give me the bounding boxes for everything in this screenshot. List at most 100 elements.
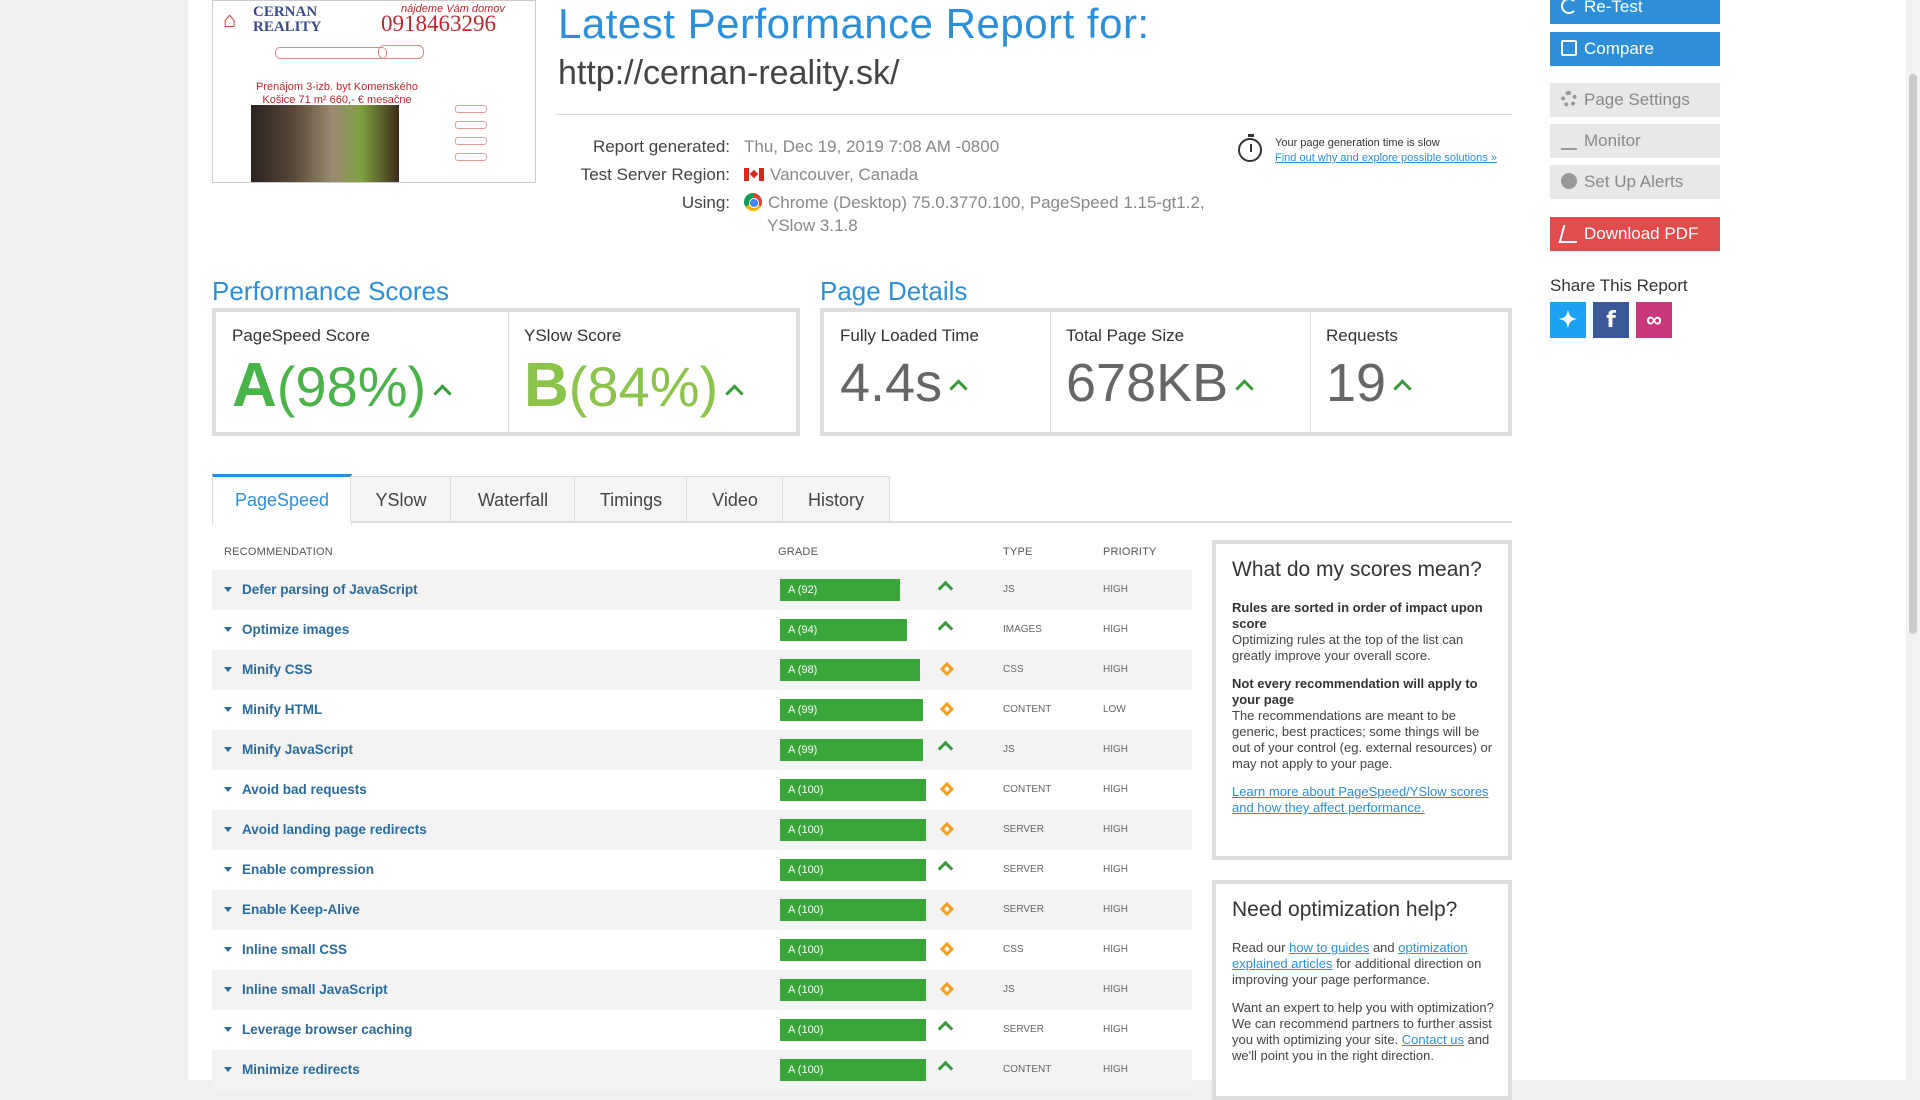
recommendation-name[interactable]: Avoid bad requests xyxy=(242,782,367,797)
expand-caret-icon[interactable] xyxy=(224,787,232,792)
help-text: Read our xyxy=(1232,940,1290,955)
how-to-guides-link[interactable]: how to guides xyxy=(1289,940,1370,955)
house-logo-icon: ⌂ xyxy=(223,7,237,32)
trend-unchanged-icon xyxy=(939,661,955,677)
download-pdf-button[interactable]: Download PDF xyxy=(1550,217,1720,251)
table-row[interactable]: Avoid bad requests A (100) CONTENT HIGH xyxy=(212,770,1192,810)
grade-bar: A (100) xyxy=(780,859,926,881)
recommendation-name[interactable]: Leverage browser caching xyxy=(242,1022,413,1037)
table-row[interactable]: Leverage browser caching A (100) SERVER HIG… xyxy=(212,1010,1192,1050)
recommendation-name[interactable]: Inline small JavaScript xyxy=(242,982,388,997)
tab-yslow[interactable]: YSlow xyxy=(350,476,452,521)
grade-bar: A (92) xyxy=(780,579,900,601)
trend-up-icon xyxy=(1235,379,1254,398)
expand-caret-icon[interactable] xyxy=(224,627,232,632)
recommendation-priority: HIGH xyxy=(1103,864,1128,875)
twitter-share-button[interactable]: ✦ xyxy=(1550,302,1586,338)
table-row[interactable]: Minify JavaScript A (99) JS HIGH xyxy=(212,730,1192,770)
recommendation-type: CONTENT xyxy=(1003,784,1052,795)
scrollbar[interactable] xyxy=(1906,0,1920,1080)
compare-button[interactable]: Compare xyxy=(1550,32,1720,66)
requests-value: 19 xyxy=(1326,353,1387,413)
scores-meaning-box: What do my scores mean? Rules are sorted… xyxy=(1212,540,1512,860)
table-row[interactable]: Defer parsing of JavaScript A (92) JS HIGH xyxy=(212,570,1192,610)
expand-caret-icon[interactable] xyxy=(224,587,232,592)
thumbnail-tagline: nájdeme Vám domov xyxy=(401,3,505,15)
expand-caret-icon[interactable] xyxy=(224,907,232,912)
help-text: for additional direction on improving yo… xyxy=(1232,956,1482,987)
page-size-value-wrap: 678KB xyxy=(1066,352,1254,414)
grade-bar: A (100) xyxy=(780,1059,926,1081)
recommendation-priority: HIGH xyxy=(1103,584,1128,595)
expand-caret-icon[interactable] xyxy=(224,827,232,832)
tab-waterfall[interactable]: Waterfall xyxy=(450,476,576,521)
recommendation-type: CONTENT xyxy=(1003,1064,1052,1075)
recommendation-priority: HIGH xyxy=(1103,1024,1128,1035)
grade-bar: A (100) xyxy=(780,779,926,801)
recommendation-priority: LOW xyxy=(1103,704,1126,715)
tab-video[interactable]: Video xyxy=(686,476,784,521)
expand-caret-icon[interactable] xyxy=(224,707,232,712)
recommendation-priority: HIGH xyxy=(1103,984,1128,995)
recommendation-name[interactable]: Avoid landing page redirects xyxy=(242,822,427,837)
expand-caret-icon[interactable] xyxy=(224,1067,232,1072)
recommendation-name[interactable]: Minify HTML xyxy=(242,702,323,717)
recommendation-name[interactable]: Defer parsing of JavaScript xyxy=(242,582,418,597)
recommendation-name[interactable]: Enable compression xyxy=(242,862,375,877)
using-value-line2: YSlow 3.1.8 xyxy=(767,216,858,235)
pdf-icon xyxy=(1558,225,1582,243)
tab-history[interactable]: History xyxy=(782,476,890,521)
set-up-alerts-button[interactable]: Set Up Alerts xyxy=(1550,165,1720,199)
recommendation-name[interactable]: Enable Keep-Alive xyxy=(242,902,360,917)
tab-timings[interactable]: Timings xyxy=(574,476,688,521)
scrollbar-thumb[interactable] xyxy=(1909,74,1917,634)
gear-icon xyxy=(1561,91,1577,107)
slow-explain-link[interactable]: Find out why and explore possible soluti… xyxy=(1275,152,1497,164)
pulse-icon xyxy=(1561,132,1577,150)
expand-caret-icon[interactable] xyxy=(224,947,232,952)
table-row[interactable]: Avoid landing page redirects A (100) SERVE… xyxy=(212,810,1192,850)
optimization-help-title: Need optimization help? xyxy=(1232,898,1458,921)
retest-button[interactable]: Re-Test xyxy=(1550,0,1720,24)
recommendation-priority: HIGH xyxy=(1103,624,1128,635)
grade-bar: A (100) xyxy=(780,899,926,921)
optimization-articles-link[interactable]: optimization explained articles xyxy=(1232,940,1468,971)
link-share-button[interactable]: ∞ xyxy=(1636,302,1672,338)
recommendation-priority: HIGH xyxy=(1103,744,1128,755)
table-row[interactable]: Minimize redirects A (100) CONTENT HIGH xyxy=(212,1050,1192,1090)
expand-caret-icon[interactable] xyxy=(224,987,232,992)
table-row[interactable]: Minify HTML A (99) CONTENT LOW xyxy=(212,690,1192,730)
col-type: TYPE xyxy=(1003,546,1033,558)
table-row[interactable]: Enable compression A (100) SERVER HIGH xyxy=(212,850,1192,890)
tab-pagespeed[interactable]: PageSpeed xyxy=(212,474,352,525)
thumbnail-button xyxy=(378,45,424,59)
recommendation-priority: HIGH xyxy=(1103,664,1128,675)
expand-caret-icon[interactable] xyxy=(224,667,232,672)
recommendation-name[interactable]: Minimize redirects xyxy=(242,1062,360,1077)
expand-caret-icon[interactable] xyxy=(224,867,232,872)
help-text: and xyxy=(1369,940,1399,955)
trend-unchanged-icon xyxy=(939,981,955,997)
table-row[interactable]: Minify CSS A (98) CSS HIGH xyxy=(212,650,1192,690)
learn-more-link[interactable]: Learn more about PageSpeed/YSlow scores … xyxy=(1232,784,1489,815)
recommendation-name[interactable]: Minify CSS xyxy=(242,662,313,677)
table-row[interactable]: Inline small JavaScript A (100) JS HIGH xyxy=(212,970,1192,1010)
pagespeed-score-cell: PageSpeed Score A(98%) xyxy=(216,312,509,432)
pagespeed-score-value: A(98%) xyxy=(232,350,452,421)
monitor-button[interactable]: Monitor xyxy=(1550,124,1720,158)
recommendation-name[interactable]: Optimize images xyxy=(242,622,350,637)
trend-up-icon xyxy=(937,620,954,637)
recommendation-name[interactable]: Inline small CSS xyxy=(242,942,348,957)
page-settings-button[interactable]: Page Settings xyxy=(1550,83,1720,117)
recommendation-name[interactable]: Minify JavaScript xyxy=(242,742,354,757)
table-row[interactable]: Inline small CSS A (100) CSS HIGH xyxy=(212,930,1192,970)
twitter-icon: ✦ xyxy=(1558,307,1578,332)
table-row[interactable]: Optimize images A (94) IMAGES HIGH xyxy=(212,610,1192,650)
contact-us-link[interactable]: Contact us xyxy=(1401,1032,1464,1047)
expand-caret-icon[interactable] xyxy=(224,1027,232,1032)
table-row[interactable]: Enable Keep-Alive A (100) SERVER HIGH xyxy=(212,890,1192,930)
share-title: Share This Report xyxy=(1550,276,1688,295)
expand-caret-icon[interactable] xyxy=(224,747,232,752)
facebook-share-button[interactable]: f xyxy=(1593,302,1629,338)
report-generated-value: Thu, Dec 19, 2019 7:08 AM -0800 xyxy=(744,137,1000,156)
